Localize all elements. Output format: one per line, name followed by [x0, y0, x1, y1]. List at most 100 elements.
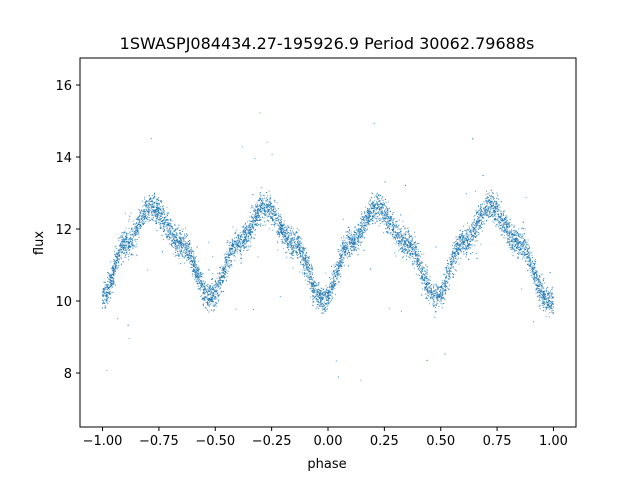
data-point: [495, 219, 497, 221]
data-point: [152, 214, 154, 216]
data-point: [267, 209, 269, 211]
data-point: [195, 266, 197, 268]
data-point: [467, 246, 469, 248]
data-point: [525, 246, 527, 248]
data-point: [276, 209, 278, 211]
data-point: [154, 195, 156, 197]
data-point: [445, 285, 447, 287]
data-point: [552, 312, 554, 313]
data-point: [218, 272, 220, 274]
data-point: [513, 230, 514, 232]
data-point: [103, 292, 105, 294]
data-point: [458, 263, 460, 265]
data-point: [542, 301, 544, 303]
data-point: [414, 236, 416, 238]
data-point: [407, 248, 409, 250]
data-point: [408, 243, 410, 245]
data-point: [395, 234, 397, 236]
data-point: [431, 296, 433, 298]
data-point: [376, 209, 378, 211]
data-point: [209, 300, 211, 302]
data-point: [362, 227, 364, 229]
data-point: [521, 242, 523, 244]
data-point: [441, 280, 443, 282]
data-point: [508, 223, 510, 225]
data-point: [121, 240, 123, 242]
data-point: [529, 251, 531, 253]
data-point: [226, 276, 228, 278]
data-point: [210, 290, 212, 291]
data-point: [254, 209, 256, 211]
data-point: [186, 245, 188, 247]
data-point: [182, 246, 184, 248]
data-point: [440, 291, 442, 293]
data-point: [236, 240, 238, 242]
data-point: [286, 230, 288, 232]
data-point: [126, 246, 128, 248]
data-point: [452, 253, 454, 255]
data-point: [489, 196, 491, 198]
data-point: [255, 216, 257, 218]
data-point: [188, 244, 190, 246]
data-point: [240, 238, 242, 240]
data-point: [473, 244, 475, 246]
data-point: [167, 229, 169, 231]
data-point: [523, 240, 525, 242]
data-point: [305, 264, 307, 266]
data-point: [524, 255, 526, 256]
data-point: [520, 241, 522, 243]
data-point: [285, 229, 287, 231]
data-point: [532, 273, 534, 275]
data-point: [399, 241, 401, 243]
data-point: [140, 218, 142, 220]
data-point: [179, 233, 181, 235]
data-point: [425, 296, 427, 298]
data-point: [448, 275, 450, 277]
data-point: [302, 248, 304, 250]
data-point: [481, 222, 483, 224]
data-point: [338, 270, 340, 272]
data-point: [506, 228, 508, 230]
data-point: [128, 233, 130, 235]
data-point: [130, 230, 132, 232]
data-point: [425, 298, 427, 300]
data-point: [286, 231, 288, 233]
data-point: [346, 243, 348, 244]
data-point: [360, 244, 361, 246]
data-point: [244, 224, 246, 226]
data-point: [429, 292, 431, 294]
data-point: [378, 225, 380, 227]
data-point: [311, 275, 312, 277]
data-point: [547, 296, 549, 298]
data-point: [486, 197, 488, 199]
data-point: [215, 290, 217, 292]
data-point: [261, 209, 263, 211]
data-point: [545, 290, 547, 292]
data-point: [321, 312, 323, 314]
data-point: [481, 210, 483, 212]
data-point: [402, 241, 404, 243]
data-point: [190, 263, 192, 265]
data-point: [529, 258, 531, 260]
data-point: [139, 225, 141, 227]
data-point: [449, 272, 451, 274]
data-point: [363, 221, 365, 223]
data-point: [135, 218, 137, 220]
data-point: [411, 239, 413, 241]
data-point: [538, 284, 540, 286]
data-point: [166, 235, 167, 237]
data-point: [237, 247, 239, 249]
data-point: [109, 294, 111, 295]
data-point: [517, 232, 519, 234]
data-point: [346, 244, 348, 246]
data-point: [533, 281, 535, 283]
data-point: [397, 228, 399, 230]
data-point: [392, 233, 393, 235]
data-point: [551, 307, 552, 309]
data-point: [260, 202, 262, 204]
data-point: [206, 289, 208, 291]
data-point: [254, 215, 256, 217]
data-point: [522, 235, 524, 237]
data-point: [231, 241, 233, 243]
data-point: [533, 271, 535, 273]
